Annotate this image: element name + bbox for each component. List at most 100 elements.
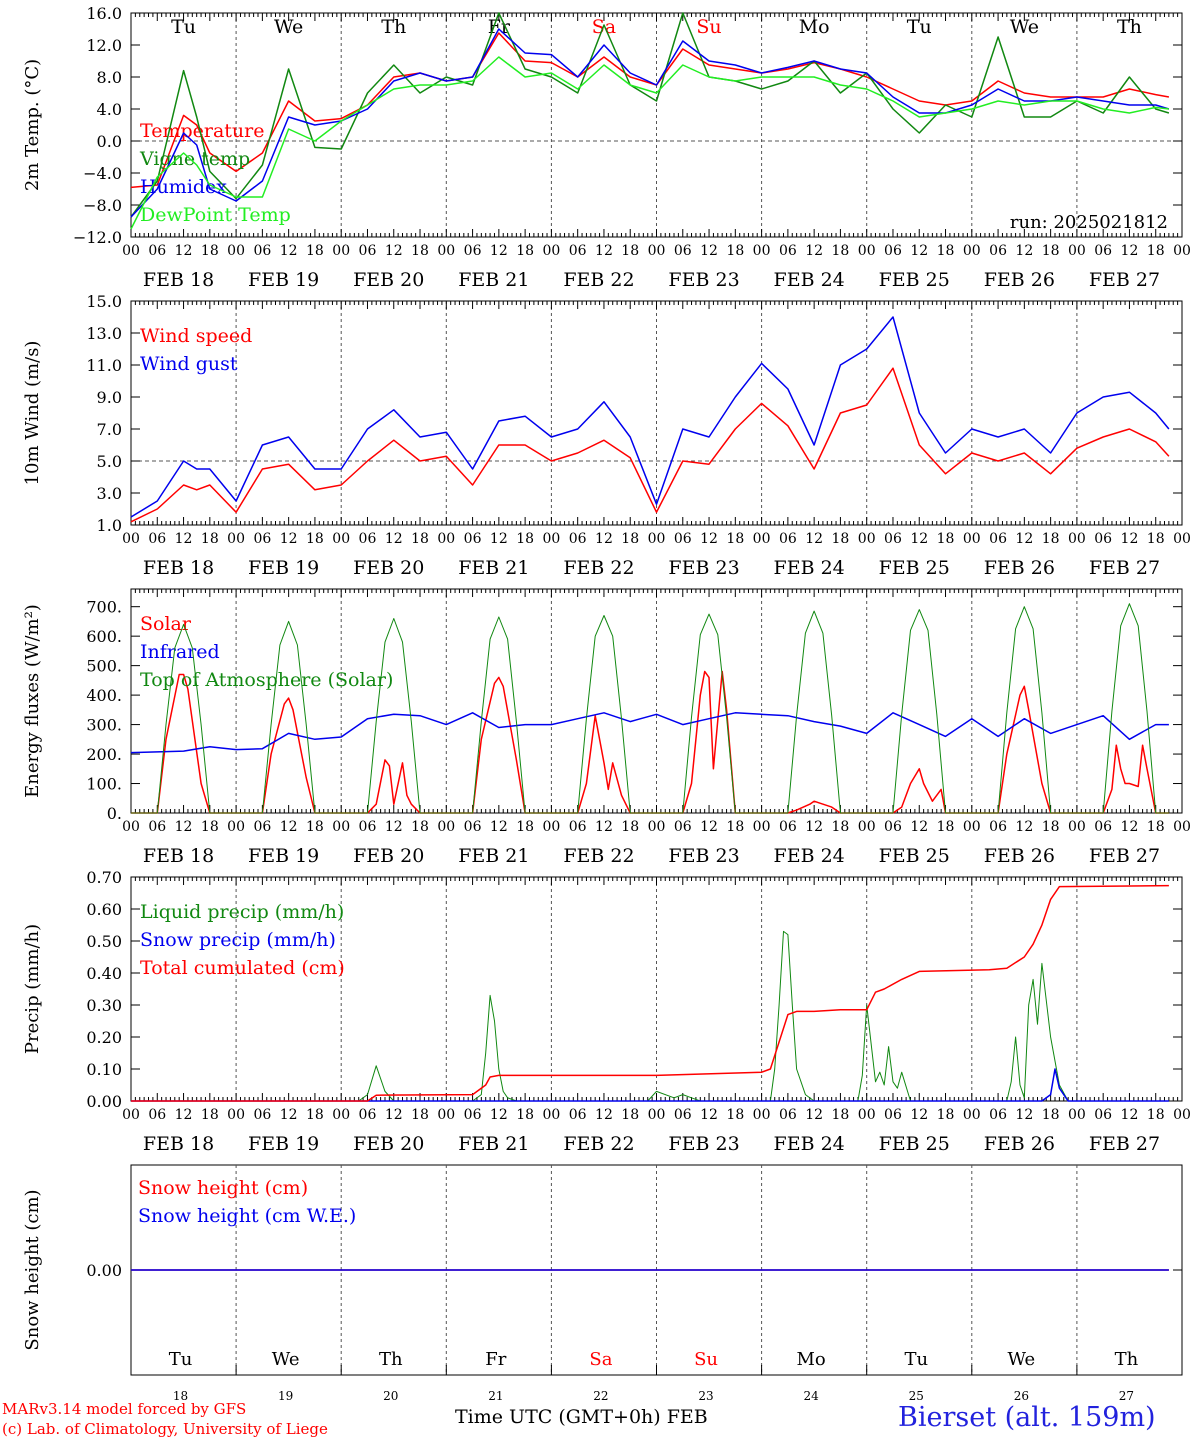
day-of-week-label: We: [272, 1349, 300, 1370]
precip-series-line: [131, 930, 1169, 1102]
y-tick-label: 0.00: [86, 1092, 122, 1111]
x-hour-label: 12: [805, 243, 823, 259]
day-of-month-label: 18: [173, 1389, 188, 1403]
x-date-label: FEB 20: [353, 1133, 424, 1155]
y-tick-label: 0.10: [86, 1060, 122, 1079]
day-of-week-label: Tu: [171, 16, 196, 38]
day-of-week-label: Th: [1117, 16, 1142, 38]
x-hour-label: 06: [569, 531, 587, 547]
day-of-week-label: Tu: [169, 1349, 193, 1370]
x-hour-label: 06: [148, 1107, 166, 1123]
x-hour-label: 06: [1094, 1107, 1112, 1123]
x-hour-label: 18: [726, 1107, 744, 1123]
x-hour-label: 12: [490, 243, 508, 259]
y-tick-label: 0.30: [86, 996, 122, 1015]
x-hour-label: 00: [332, 1107, 350, 1123]
x-hour-label: 12: [280, 819, 298, 835]
x-hour-label: 00: [122, 1107, 140, 1123]
x-hour-label: 18: [411, 819, 429, 835]
x-hour-label: 06: [253, 531, 271, 547]
x-hour-label: 12: [175, 1107, 193, 1123]
x-hour-label: 12: [1015, 243, 1033, 259]
y-tick-label: 5.0: [97, 452, 122, 471]
y-tick-label: 600.: [86, 627, 122, 646]
y-tick-label: −12.0: [73, 228, 122, 247]
x-hour-label: 00: [1068, 819, 1086, 835]
x-hour-label: 00: [542, 819, 560, 835]
x-hour-label: 18: [1147, 243, 1165, 259]
wind-y-axis-title: 10m Wind (m/s): [22, 341, 43, 486]
x-hour-label: 00: [963, 1107, 981, 1123]
x-date-label: FEB 18: [143, 1133, 214, 1155]
x-hour-label: 00: [437, 531, 455, 547]
x-date-label: FEB 21: [458, 557, 529, 579]
x-hour-label: 12: [910, 531, 928, 547]
x-date-label: FEB 23: [668, 845, 739, 867]
y-tick-label: 0.0: [97, 132, 122, 151]
x-hour-label: 18: [832, 819, 850, 835]
x-hour-label: 18: [937, 531, 955, 547]
energy-legend-entry: Solar: [140, 613, 192, 635]
y-tick-label: −4.0: [83, 164, 122, 183]
x-hour-label: 00: [227, 243, 245, 259]
x-hour-label: 18: [726, 531, 744, 547]
snow-y-axis-title: Snow height (cm): [22, 1189, 43, 1350]
day-of-week-label: Sa: [589, 1349, 612, 1370]
x-hour-label: 00: [753, 819, 771, 835]
x-date-label: FEB 18: [143, 557, 214, 579]
day-of-week-label: Tu: [904, 1349, 928, 1370]
y-tick-label: 4.0: [97, 100, 122, 119]
x-hour-label: 18: [306, 531, 324, 547]
x-hour-label: 06: [674, 243, 692, 259]
x-hour-label: 18: [1147, 819, 1165, 835]
y-tick-label: 700.: [86, 598, 122, 617]
y-tick-label: 500.: [86, 657, 122, 676]
x-hour-label: 12: [490, 1107, 508, 1123]
x-hour-label: 12: [700, 819, 718, 835]
x-date-label: FEB 24: [774, 1133, 845, 1155]
x-hour-label: 12: [805, 1107, 823, 1123]
day-of-week-label: Fr: [485, 1349, 506, 1370]
precip-series-line: [131, 1068, 1169, 1102]
x-hour-label: 00: [963, 243, 981, 259]
x-hour-label: 18: [1042, 819, 1060, 835]
x-hour-label: 18: [201, 819, 219, 835]
x-hour-label: 00: [332, 243, 350, 259]
day-of-month-label: 22: [593, 1389, 608, 1403]
x-hour-label: 00: [437, 1107, 455, 1123]
day-of-week-label: We: [274, 16, 303, 38]
y-tick-label: 7.0: [97, 420, 122, 439]
x-hour-label: 12: [1121, 1107, 1139, 1123]
x-date-label: FEB 23: [668, 1133, 739, 1155]
x-date-label: FEB 21: [458, 845, 529, 867]
day-of-week-label: Th: [1115, 1349, 1139, 1370]
x-hour-label: 18: [937, 819, 955, 835]
x-hour-label: 06: [569, 819, 587, 835]
energy-y-axis-title: Energy fluxes (W/m²): [22, 604, 43, 798]
x-hour-label: 06: [464, 819, 482, 835]
x-hour-label: 12: [910, 1107, 928, 1123]
x-date-label: FEB 19: [248, 269, 319, 291]
station-label: Bierset (alt. 159m): [898, 1402, 1156, 1433]
x-hour-label: 06: [148, 531, 166, 547]
x-date-label: FEB 18: [143, 269, 214, 291]
x-date-label: FEB 21: [458, 1133, 529, 1155]
day-of-week-label: We: [1008, 1349, 1036, 1370]
energy-panel: 0. 100. 200. 300. 400. 500. 600. 700. Energy flu…: [22, 588, 1191, 867]
x-hour-label: 18: [306, 243, 324, 259]
x-hour-label: 06: [989, 243, 1007, 259]
temp-series-line: [130, 32, 1170, 189]
day-of-week-label: Th: [381, 16, 406, 38]
x-hour-label: 12: [700, 243, 718, 259]
energy-legend-entry: Top of Atmosphere (Solar): [140, 669, 393, 691]
x-hour-label: 18: [201, 531, 219, 547]
x-hour-label: 12: [805, 819, 823, 835]
run-label: run: 2025021812: [1010, 212, 1168, 233]
x-hour-label: 18: [516, 1107, 534, 1123]
x-hour-label: 06: [359, 1107, 377, 1123]
x-hour-label: 18: [201, 1107, 219, 1123]
day-of-month-label: 21: [488, 1389, 503, 1403]
y-tick-label: 13.0: [86, 324, 122, 343]
snow-legend-entry: Snow height (cm W.E.): [138, 1205, 356, 1227]
temp-legend-entry: Vigne temp: [139, 148, 250, 170]
